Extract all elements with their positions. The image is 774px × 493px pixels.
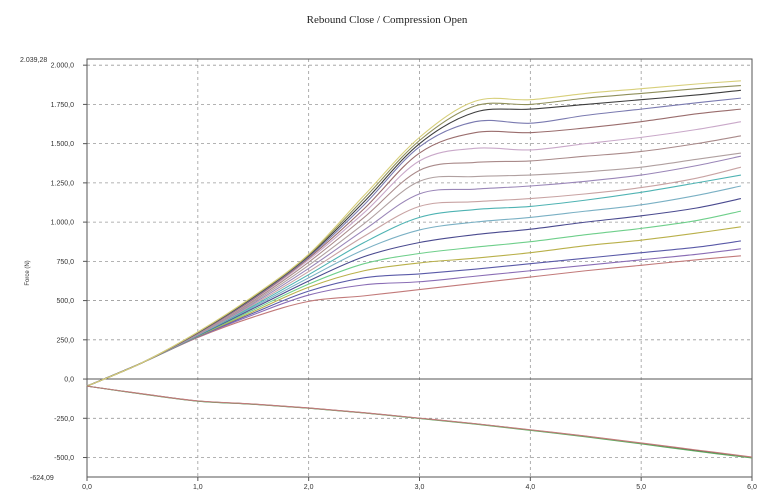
series-line-0 [86,255,741,387]
series-line-9 [86,155,742,387]
series-line-4 [86,210,742,387]
y-tick-label: 1.750,0 [51,102,74,109]
y-axis-label: Force (N) [25,260,31,285]
y-tick-label: -250,0 [54,416,74,423]
series-line-10 [86,152,741,387]
y-tick-label: -500,0 [54,455,74,462]
x-tick-label: 3,0 [415,484,425,491]
y-tick-label: 1.250,0 [51,180,74,187]
y-tick-label: 250,0 [56,337,74,344]
x-tick-label: 2,0 [304,484,314,491]
series-line-7 [86,174,742,387]
series-line-2 [86,240,741,387]
axes [83,58,753,481]
y-tick-label: 2.000,0 [51,63,74,70]
y-tick-label: 750,0 [56,259,74,266]
y-max-label: 2.039,28 [20,57,47,64]
series-lines [86,80,753,459]
series-line-8 [86,166,742,387]
series-line-20 [86,385,753,458]
x-tick-label: 5,0 [636,484,646,491]
series-line-1 [86,248,741,387]
tick-labels: 0,0 1,0 2,0 3,0 4,0 5,0 6,0 -500,0 -250,0 0,0 250,… [20,57,757,491]
grid [87,59,752,477]
y-tick-label: 0,0 [64,377,74,384]
y-tick-label: 1.500,0 [51,141,74,148]
x-tick-label: 6,0 [747,484,757,491]
series-line-3 [86,226,741,387]
x-tick-label: 0,0 [82,484,92,491]
series-line-17 [86,80,741,387]
series-line-5 [86,198,742,387]
y-min-label: -624,09 [30,475,54,482]
chart-title: Rebound Close / Compression Open [306,14,468,26]
x-tick-label: 4,0 [525,484,535,491]
y-tick-label: 1.000,0 [51,220,74,227]
y-tick-label: 500,0 [56,298,74,305]
x-tick-label: 1,0 [193,484,203,491]
